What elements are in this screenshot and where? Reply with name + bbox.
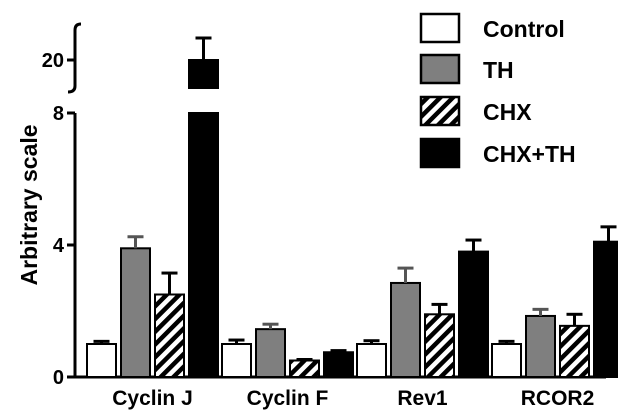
- legend-swatch-th: [419, 53, 461, 85]
- category-label-rcor2: RCOR2: [521, 387, 595, 410]
- legend-swatch-chx: [419, 95, 461, 127]
- bar-th-rev1: [390, 281, 421, 379]
- y-axis-title: Arbitrary scale: [16, 124, 42, 285]
- bar-chx-cyclin-f: [289, 359, 320, 378]
- y-tick-label-4: 4: [53, 235, 65, 257]
- category-labels: Cyclin J Cyclin F Rev1 RCOR2: [112, 387, 594, 410]
- bar-chx-th-rcor2: [593, 240, 618, 378]
- bar-th-rcor2: [525, 314, 556, 379]
- legend: Control TH CHX CHX+TH: [419, 12, 576, 169]
- legend-swatch-chx-th: [419, 137, 461, 169]
- bar-chx-rev1: [424, 313, 455, 378]
- legend-label-chx: CHX: [483, 99, 532, 125]
- bar-chx-th-cyclin-j-lower: [188, 112, 219, 378]
- y-tick-label-8: 8: [53, 103, 64, 125]
- bar-control-rcor2: [491, 343, 522, 378]
- bar-chx-rcor2: [559, 324, 590, 379]
- legend-label-th: TH: [483, 57, 514, 83]
- bar-chx-th-cyclin-j-upper: [188, 59, 219, 89]
- bar-th-cyclin-j: [120, 247, 151, 378]
- y-tick-label-0: 0: [53, 367, 64, 389]
- legend-label-control: Control: [483, 16, 565, 42]
- legend-swatch-control: [419, 12, 461, 44]
- category-label-rev1: Rev1: [397, 387, 448, 410]
- axis-break-bottom: [67, 85, 77, 94]
- bar-chx-th-rev1: [458, 250, 489, 379]
- bars-group: [86, 36, 618, 379]
- bar-control-cyclin-f: [221, 343, 252, 378]
- y-tick-label-20: 20: [42, 50, 64, 72]
- legend-label-chx-th: CHX+TH: [483, 141, 576, 167]
- category-label-cyclin-f: Cyclin F: [247, 387, 329, 410]
- bar-chx-cyclin-j: [154, 293, 185, 378]
- category-label-cyclin-j: Cyclin J: [112, 387, 193, 410]
- bar-chx-th-cyclin-f: [323, 351, 354, 378]
- bar-control-cyclin-j: [86, 343, 117, 378]
- bar-th-cyclin-f: [255, 328, 286, 378]
- axis-break-top: [73, 22, 82, 31]
- bar-control-rev1: [356, 343, 387, 378]
